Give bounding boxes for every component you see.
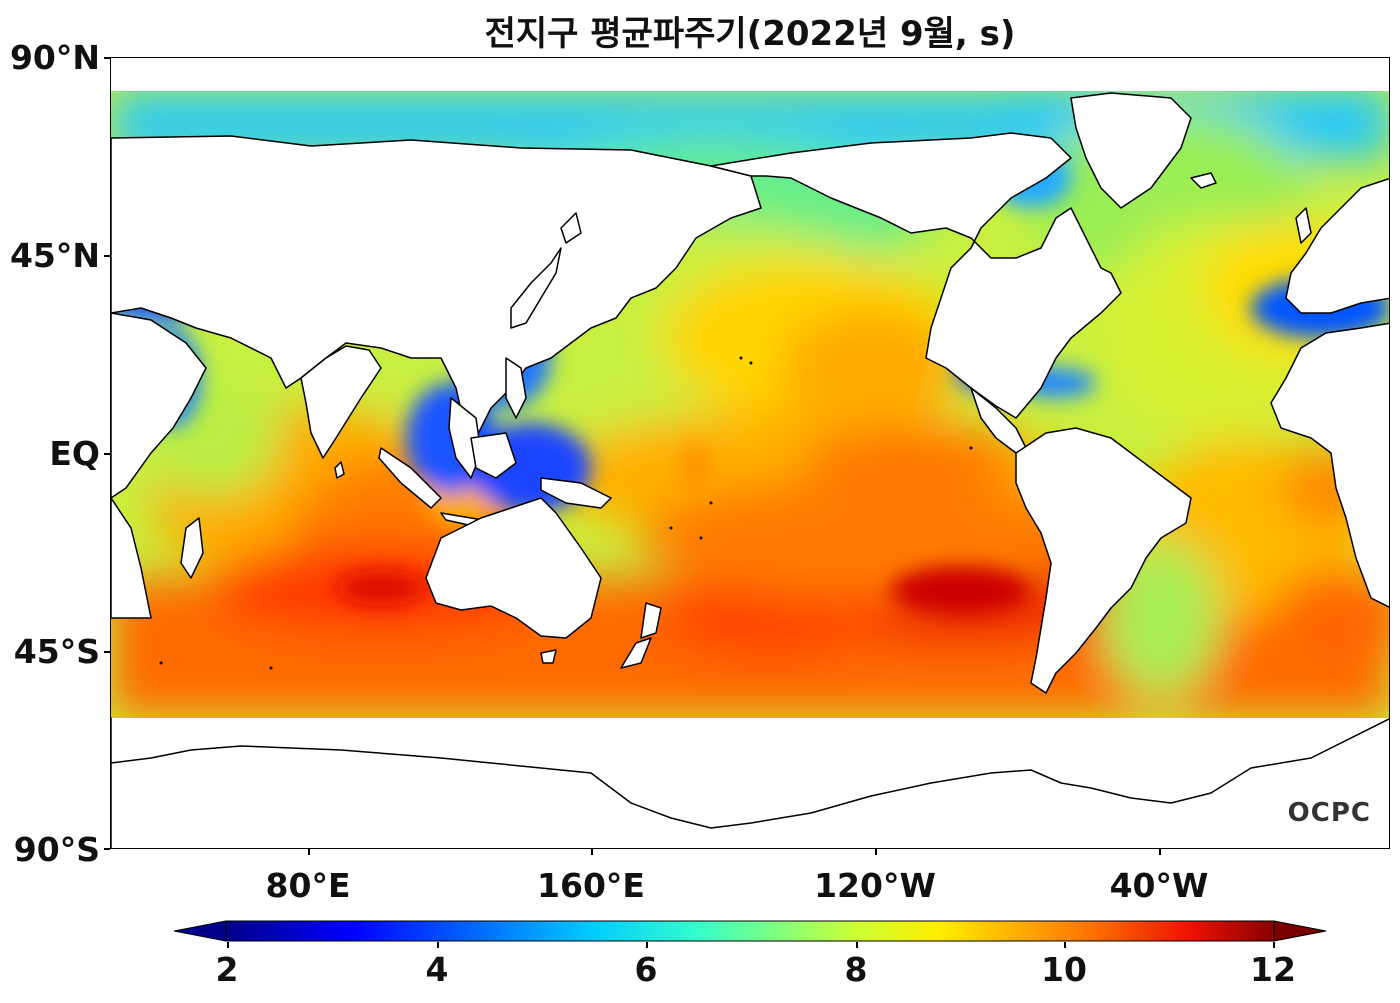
pacific-islands bbox=[159, 356, 973, 670]
lat-label-eq: EQ bbox=[49, 434, 100, 473]
colorbar-tick bbox=[437, 942, 439, 948]
lon-label-120w: 120°W bbox=[814, 866, 936, 905]
lat-label-90n: 90°N bbox=[9, 38, 100, 77]
lat-tick bbox=[104, 453, 110, 455]
colorbar-tick bbox=[1064, 942, 1066, 948]
lon-tick bbox=[1159, 849, 1161, 855]
colorbar-extend-low bbox=[173, 920, 227, 942]
colorbar-tick bbox=[856, 942, 858, 948]
colorbar-tick-label: 8 bbox=[844, 950, 868, 989]
colorbar-extend-high bbox=[1273, 920, 1327, 942]
map-title: 전지구 평균파주기(2022년 9월, s) bbox=[484, 14, 1016, 54]
lon-label-40w: 40°W bbox=[1109, 866, 1209, 905]
lon-label-80e: 80°E bbox=[265, 866, 351, 905]
lat-label-45n: 45°N bbox=[9, 236, 100, 275]
ocpc-watermark: OCPC bbox=[1287, 798, 1371, 828]
lat-label-45s: 45°S bbox=[13, 632, 100, 671]
lat-tick bbox=[104, 651, 110, 653]
colorbar-tick bbox=[1273, 942, 1275, 948]
colorbar-tick bbox=[646, 942, 648, 948]
lon-tick bbox=[591, 849, 593, 855]
lon-tick bbox=[308, 849, 310, 855]
colorbar-tick bbox=[227, 942, 229, 948]
lat-tick bbox=[104, 57, 110, 59]
colorbar-tick-label: 4 bbox=[425, 950, 449, 989]
colorbar-body bbox=[225, 920, 1275, 942]
colorbar-tick-label: 6 bbox=[634, 950, 658, 989]
colorbar-tick-label: 12 bbox=[1250, 950, 1296, 989]
colorbar bbox=[173, 920, 1327, 942]
lat-tick bbox=[104, 255, 110, 257]
colorbar-gradient bbox=[173, 920, 1327, 942]
colorbar-tick-label: 2 bbox=[215, 950, 239, 989]
land-masses bbox=[111, 92, 1389, 848]
lon-tick bbox=[875, 849, 877, 855]
lat-label-90s: 90°S bbox=[13, 830, 100, 869]
lon-label-160e: 160°E bbox=[537, 866, 645, 905]
wave-period-map: OCPC bbox=[110, 57, 1390, 849]
lat-tick bbox=[104, 848, 110, 850]
colorbar-tick-label: 10 bbox=[1041, 950, 1087, 989]
map-canvas bbox=[111, 91, 1389, 848]
